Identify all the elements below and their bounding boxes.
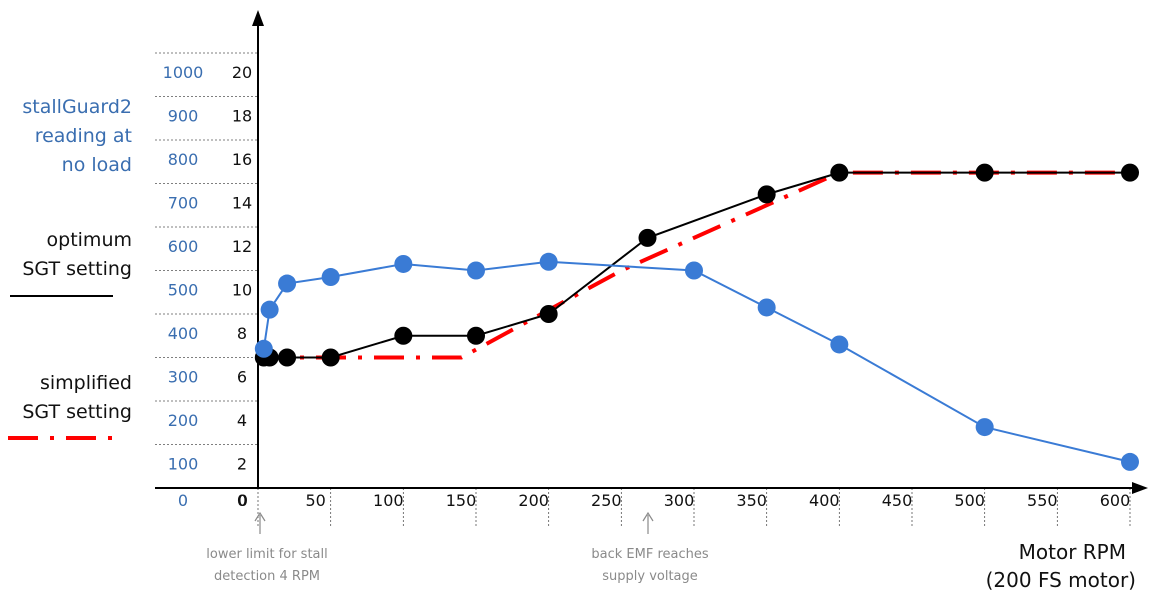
series-1-point — [394, 326, 413, 345]
x-tick-label: 450 — [882, 491, 913, 510]
legend-stallguard-line2: reading at — [35, 125, 132, 147]
series-line-0 — [262, 260, 1131, 463]
legend-optimum-line1: optimum — [47, 229, 132, 251]
y-left-tick-label: 100 — [168, 455, 199, 474]
y-left-tick-label: 200 — [168, 411, 199, 430]
y-right-tick-label: 16 — [232, 150, 252, 169]
annotation-back-emf-arrowhead — [642, 511, 654, 522]
x-tick-label: 600 — [1100, 491, 1131, 510]
x-tick-labels: 0 50 100 150 200 250 300 350 400 450 500 550 600 — [238, 491, 1130, 510]
legend-stallguard-line3: no load — [62, 154, 132, 176]
y-left-tick-label: 800 — [168, 150, 199, 169]
axes — [155, 10, 1148, 494]
series-0-point — [830, 335, 849, 354]
series-1-point — [830, 163, 849, 182]
annotation-lower-limit-arrowhead — [254, 511, 266, 522]
y-tick-labels: 0 100 200 300 400 500 600 700 800 900 1000 0 2 4 6 8 10 1… — [163, 63, 253, 510]
y-left-tick-label: 700 — [168, 194, 199, 213]
x-tick-label: 250 — [591, 491, 622, 510]
series-0-point — [685, 261, 703, 280]
series-1-point — [278, 348, 297, 367]
series-0-point — [394, 254, 413, 273]
series-1-point — [1121, 163, 1139, 182]
y-right-tick-label: 12 — [232, 237, 252, 256]
x-tick-label: 150 — [446, 491, 477, 510]
y-right-tick-label: 10 — [232, 281, 252, 300]
x-tick-label: 200 — [518, 491, 549, 510]
legend-optimum-line2: SGT setting — [22, 258, 132, 280]
x-tick-label: 100 — [373, 491, 404, 510]
y-left-tick-label: 400 — [168, 324, 199, 343]
x-tick-label: 400 — [809, 491, 840, 510]
x-tick-label: 350 — [736, 491, 767, 510]
y-left-tick-label: 1000 — [163, 63, 204, 82]
series-1-point — [321, 348, 340, 367]
annotation-back-emf-line2: supply voltage — [602, 569, 698, 584]
x-tick-label: 300 — [664, 491, 695, 510]
y-left-tick-label: 500 — [168, 281, 199, 300]
series-0-point — [321, 268, 340, 287]
y-right-tick-label: 0 — [237, 491, 247, 510]
series-0-point — [278, 274, 297, 293]
series-0-point — [260, 300, 279, 319]
x-axis-label-line1: Motor RPM — [1019, 540, 1126, 564]
legend: stallGuard2 reading at no load optimum S… — [8, 96, 132, 440]
legend-stallguard-line1: stallGuard2 — [22, 96, 132, 118]
y-left-tick-label: 600 — [168, 237, 199, 256]
x-axis-label-line2: (200 FS motor) — [986, 568, 1136, 592]
series-1-point — [975, 163, 994, 182]
series-0-point — [1121, 452, 1139, 471]
x-tick-label: 0 — [238, 491, 248, 510]
series-0-point — [975, 418, 994, 437]
annotation-lower-limit-line2: detection 4 RPM — [214, 569, 320, 584]
series-0-point — [539, 252, 558, 271]
series-0-point — [254, 339, 273, 358]
x-tick-label: 550 — [1027, 491, 1058, 510]
x-axis-arrow-icon — [1132, 482, 1148, 494]
legend-simplified-line2: SGT setting — [22, 401, 132, 423]
y-right-tick-label: 4 — [237, 411, 247, 430]
y-left-tick-label: 900 — [168, 107, 199, 126]
series-1-point — [539, 305, 558, 323]
series-1-point — [757, 185, 776, 204]
y-right-tick-label: 14 — [232, 194, 252, 213]
annotation-lower-limit-line1: lower limit for stall — [206, 547, 327, 562]
annotation-lower-limit: lower limit for stall detection 4 RPM — [206, 511, 328, 584]
series-0-point — [757, 298, 776, 317]
grid — [155, 52, 1131, 527]
y-right-tick-label: 18 — [232, 107, 252, 126]
y-axis-arrow-icon — [252, 10, 264, 26]
series-0-point — [467, 261, 485, 280]
y-left-tick-label: 300 — [168, 368, 199, 387]
y-right-tick-label: 8 — [237, 324, 247, 343]
series-layer — [254, 163, 1139, 471]
y-left-tick-label: 0 — [178, 491, 188, 510]
y-right-tick-label: 20 — [232, 63, 252, 82]
y-right-tick-label: 6 — [237, 368, 247, 387]
y-right-tick-label: 2 — [237, 455, 247, 474]
series-1-point — [638, 228, 657, 247]
annotation-back-emf-line1: back EMF reaches — [591, 547, 708, 562]
legend-simplified-line1: simplified — [40, 372, 132, 394]
x-tick-label: 500 — [954, 491, 985, 510]
x-tick-label: 50 — [305, 491, 325, 510]
annotation-back-emf: back EMF reaches supply voltage — [591, 511, 709, 584]
series-1-point — [467, 326, 485, 345]
